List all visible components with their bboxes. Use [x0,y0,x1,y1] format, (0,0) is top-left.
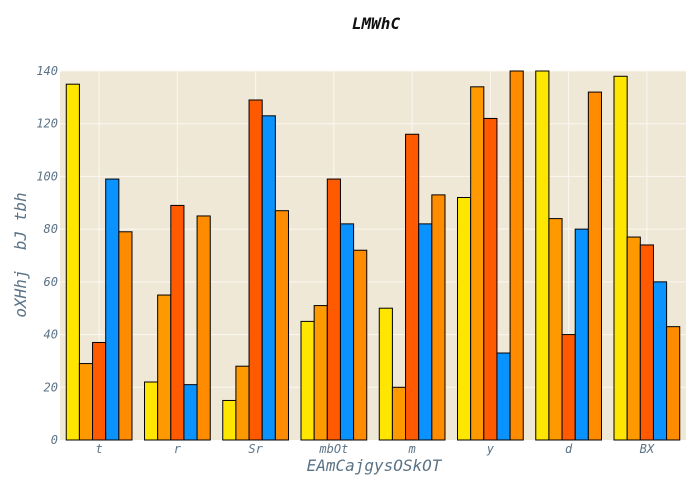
bar [574,228,589,441]
bar [339,223,355,441]
bar [639,244,654,441]
y-tick-label: 60 [44,275,58,289]
bar [405,133,420,441]
y-tick-label: 0 [51,433,58,447]
bar [496,352,511,441]
y-tick-label: 40 [44,328,58,342]
bar [274,210,289,441]
bar [626,236,641,441]
bar [561,334,576,441]
bar [613,75,628,441]
bar [457,197,472,441]
x-tick-label: d [565,442,573,456]
bar [378,307,393,441]
y-tick-label: 140 [36,64,58,78]
bar [248,99,263,441]
bar [313,305,328,441]
y-tick-label: 80 [44,222,58,236]
x-tick-label: Sr [248,442,263,456]
bar [535,70,550,441]
x-tick-label: BX [640,442,655,456]
bar [196,215,211,441]
y-tick-label: 20 [44,380,58,394]
bar [326,178,341,441]
bar [92,341,107,441]
bar [118,231,133,441]
x-tick-label: y [486,442,495,456]
bar [418,223,433,441]
bar [509,70,524,441]
x-axis-title: EAmCajgysOSkOT [307,456,443,475]
bar [78,363,94,441]
bar [353,249,368,441]
bar [105,178,120,441]
bar [65,83,80,441]
x-tick-label: m [408,442,416,456]
bar [470,86,485,441]
bar [222,399,237,441]
bar [548,218,563,441]
bar [300,320,315,441]
bar [652,281,668,441]
bar [235,365,250,441]
bar [666,326,681,441]
x-tick-label: mbOt [318,442,348,456]
bar [391,386,407,441]
bar [183,384,198,441]
bar [170,204,185,441]
bar [144,381,159,441]
y-tick-label: 120 [36,117,58,131]
bar [587,91,602,441]
bar [157,294,172,441]
y-axis-title: oXHhj bJ tbh [11,192,30,317]
bar [261,115,276,441]
bar [483,117,498,441]
x-tick-label: t [96,442,103,456]
x-tick-label: r [174,442,182,456]
bar [431,194,446,441]
y-tick-label: 100 [36,169,58,183]
plot-area: 0 20 40 60 80 100 120 140 t r Sr mbOt m y d BX [36,64,686,456]
chart-title: LMWhC [352,14,401,33]
